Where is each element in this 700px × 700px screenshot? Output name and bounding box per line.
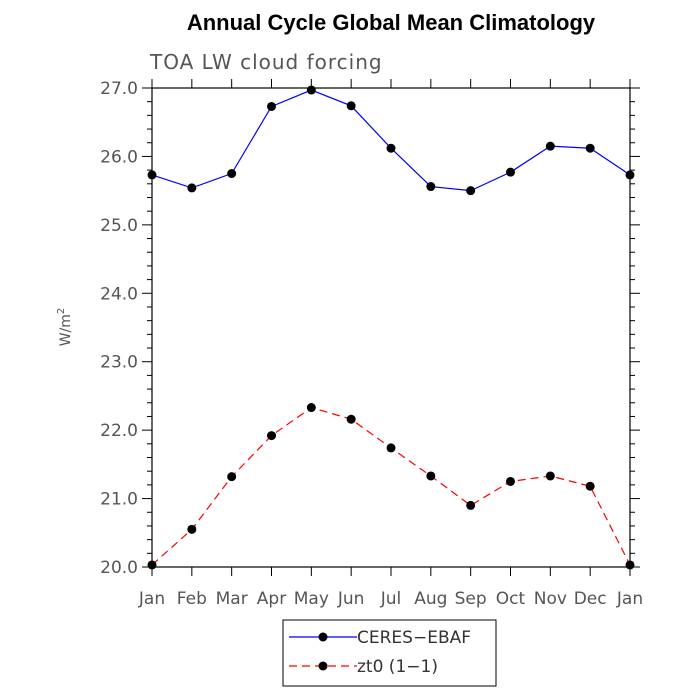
series-line-2 (151, 406, 631, 566)
y-tick-label: 26.0 (100, 147, 138, 167)
x-tick-label: Dec (574, 589, 607, 609)
data-point-series-1 (625, 170, 635, 180)
x-tick-label: Sep (455, 589, 487, 609)
data-point-series-2 (625, 560, 635, 570)
data-point-series-2 (466, 500, 476, 510)
y-tick-label: 22.0 (100, 421, 138, 441)
data-point-series-2 (346, 414, 356, 424)
data-point-series-2 (306, 403, 316, 413)
x-tick-label: Jan (138, 589, 165, 609)
chart-title: Annual Cycle Global Mean Climatology (187, 10, 596, 35)
data-point-series-1 (466, 186, 476, 196)
data-point-series-2 (585, 481, 595, 491)
x-tick-label: Nov (534, 589, 567, 609)
plot-frame (151, 87, 631, 568)
data-point-series-2 (147, 560, 157, 570)
data-point-series-1 (267, 101, 276, 111)
data-point-series-1 (506, 167, 515, 177)
plot-area: 20.0 21.0 22.0 23.0 24.0 25.0 26.0 27.0 Jan Feb Ma… (56, 79, 643, 609)
data-point-series-1 (227, 169, 237, 179)
legend: CERES−EBAF zt0 (1−1) (282, 619, 497, 687)
data-point-series-1 (346, 101, 356, 111)
data-point-series-2 (187, 524, 197, 534)
data-point-series-1 (306, 85, 316, 95)
y-tick-label: 25.0 (100, 216, 138, 236)
y-tick-label: 27.0 (100, 79, 138, 99)
data-point-series-1 (426, 182, 436, 192)
x-tick-label: Oct (496, 589, 526, 609)
legend-marker-2 (318, 661, 328, 671)
y-axis-label: W/m2 (56, 308, 74, 347)
y-tick-label: 20.0 (100, 558, 138, 578)
y-tick-label: 24.0 (100, 284, 138, 304)
legend-marker-1 (318, 632, 328, 642)
data-point-series-2 (426, 471, 436, 481)
x-tick-label: Feb (177, 589, 207, 609)
x-tick-label: Apr (257, 589, 286, 609)
data-point-series-2 (227, 472, 237, 482)
data-point-series-1 (386, 143, 396, 153)
data-point-series-2 (506, 476, 515, 486)
data-point-series-1 (147, 170, 157, 180)
x-tick-label: Jun (337, 589, 365, 609)
y-axis-label-superscript: 2 (56, 308, 67, 314)
data-point-series-1 (545, 141, 555, 151)
legend-label-2: zt0 (1−1) (357, 657, 438, 677)
data-point-series-2 (386, 443, 396, 453)
y-tick-label: 21.0 (100, 490, 138, 510)
x-tick-label: May (294, 589, 329, 609)
data-point-series-1 (585, 143, 595, 153)
data-point-series-2 (267, 431, 276, 441)
x-tick-label: Mar (216, 589, 248, 609)
y-tick-label: 23.0 (100, 353, 138, 373)
data-point-series-1 (187, 183, 197, 193)
x-tick-label: Jul (380, 589, 402, 609)
chart-subtitle: TOA LW cloud forcing (149, 50, 383, 74)
x-tick-label: Jan (616, 589, 643, 609)
series-line-1 (151, 89, 631, 192)
data-point-series-2 (545, 471, 555, 481)
legend-label-1: CERES−EBAF (357, 628, 471, 648)
y-axis-label-text: W/m (58, 314, 74, 346)
x-tick-label: Aug (414, 589, 447, 609)
legend-box (282, 619, 497, 687)
